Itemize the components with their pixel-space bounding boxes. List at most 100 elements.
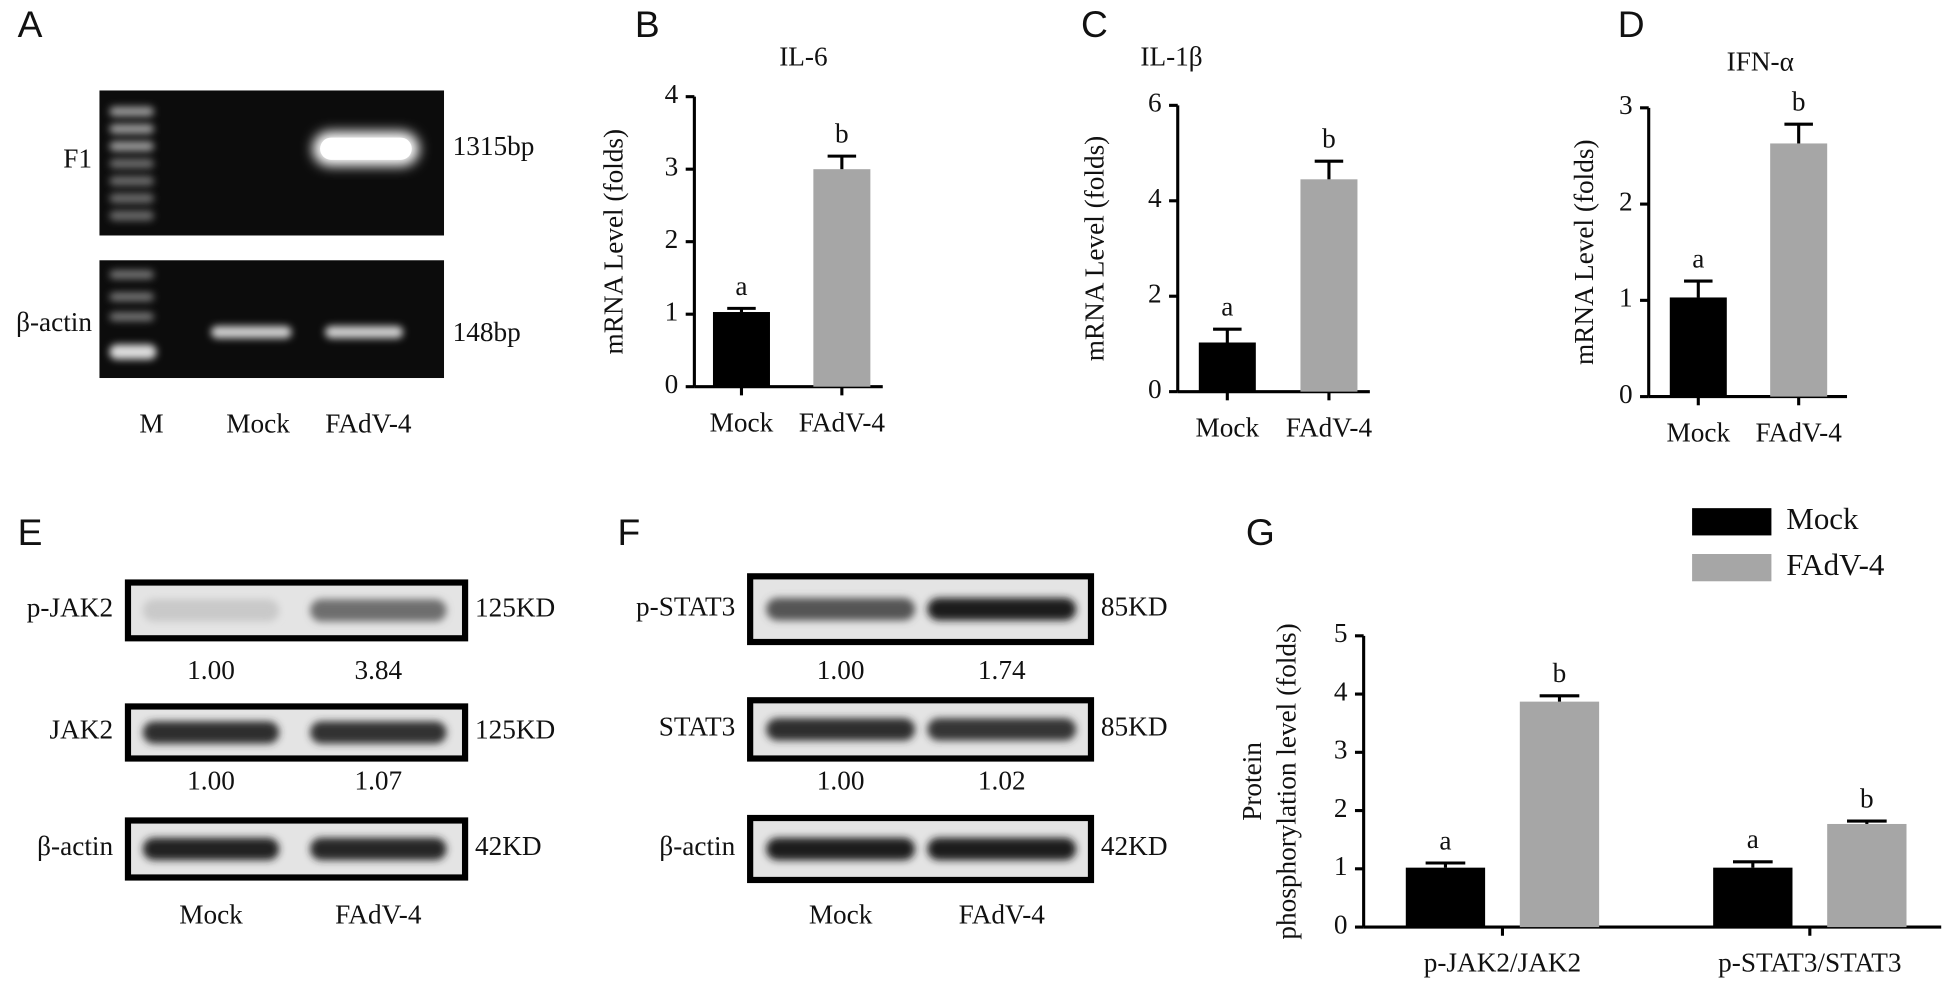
blot-band xyxy=(927,837,1077,861)
blot-row-label: β-actin xyxy=(37,831,113,861)
bar xyxy=(1198,342,1256,392)
gel-size-label: 1315bp xyxy=(453,131,535,161)
chart-title: IFN-α xyxy=(1727,47,1794,77)
blot-size-label: 125KD xyxy=(475,715,555,745)
gel-row-label: β-actin xyxy=(16,307,92,337)
lane-label: FAdV-4 xyxy=(959,899,1046,929)
y-tick-label: 4 xyxy=(1334,676,1348,706)
actin-band xyxy=(325,325,404,339)
y-tick-label: 5 xyxy=(1334,618,1348,648)
blot-band xyxy=(766,718,915,741)
blot-size-label: 85KD xyxy=(1101,712,1168,742)
blot-image xyxy=(747,814,1095,884)
pcr-band xyxy=(320,137,412,160)
blot-band xyxy=(142,721,280,744)
significance-letter: b xyxy=(1792,87,1806,117)
x-tick-label: FAdV-4 xyxy=(799,407,886,437)
bar xyxy=(712,312,770,387)
ladder-band xyxy=(109,344,157,360)
ladder-band xyxy=(109,270,154,279)
gel-image xyxy=(99,260,445,379)
panel-letter: C xyxy=(1081,3,1108,45)
quantification: 1.74 xyxy=(978,655,1026,685)
significance-letter: a xyxy=(1747,824,1759,854)
y-tick-label: 2 xyxy=(1334,793,1348,823)
significance-letter: a xyxy=(1221,292,1233,322)
bar xyxy=(1405,867,1486,928)
blot-band xyxy=(142,837,280,861)
chart-title: IL-1β xyxy=(1140,42,1202,72)
legend-swatch xyxy=(1692,508,1772,536)
ladder-band xyxy=(109,210,154,221)
bar xyxy=(1669,297,1727,397)
blot-row-label: JAK2 xyxy=(50,715,114,745)
y-axis-label: phosphorylation level (folds) xyxy=(1272,623,1302,939)
bar xyxy=(1713,867,1793,928)
y-axis-label: Protein xyxy=(1237,742,1267,821)
lane-label: Mock xyxy=(179,899,243,929)
quantification: 1.00 xyxy=(817,655,865,685)
ladder-band xyxy=(109,106,154,117)
panel-letter: A xyxy=(18,3,43,45)
blot-band xyxy=(310,837,447,861)
blot-size-label: 85KD xyxy=(1101,591,1168,621)
y-axis-label: mRNA Level (folds) xyxy=(1569,139,1599,365)
significance-letter: b xyxy=(1553,658,1567,688)
panel-letter: D xyxy=(1618,3,1645,45)
significance-letter: a xyxy=(1692,244,1704,274)
blot-band xyxy=(927,598,1077,621)
lane-label: FAdV-4 xyxy=(335,899,422,929)
y-tick-label: 0 xyxy=(1334,909,1348,939)
panel-letter: B xyxy=(635,3,660,45)
lane-label: Mock xyxy=(809,899,873,929)
blot-band xyxy=(927,718,1077,741)
ladder-band xyxy=(109,292,154,302)
ladder-band xyxy=(109,193,154,204)
x-tick-label: Mock xyxy=(710,407,774,437)
gel-row-label: F1 xyxy=(63,143,92,173)
significance-letter: b xyxy=(1322,124,1336,154)
legend-swatch xyxy=(1692,554,1772,582)
y-tick-label: 4 xyxy=(665,79,679,109)
y-tick-label: 2 xyxy=(1148,278,1162,308)
x-tick-label: FAdV-4 xyxy=(1286,412,1373,442)
y-tick-label: 1 xyxy=(665,296,679,326)
blot-row-label: STAT3 xyxy=(659,712,736,742)
bar xyxy=(1770,143,1828,397)
ladder-band xyxy=(109,158,154,169)
ladder-band xyxy=(109,175,154,186)
significance-letter: b xyxy=(835,119,849,149)
legend-label: Mock xyxy=(1786,501,1859,536)
x-tick-label: FAdV-4 xyxy=(1756,417,1843,447)
bar xyxy=(1519,701,1600,928)
chart-title: IL-6 xyxy=(779,42,827,72)
bar xyxy=(1827,823,1907,928)
blot-size-label: 42KD xyxy=(1101,831,1168,861)
y-tick-label: 3 xyxy=(1619,90,1633,120)
x-tick-label: p-JAK2/JAK2 xyxy=(1424,948,1581,978)
quantification: 1.00 xyxy=(187,766,235,796)
blot-row-label: p-STAT3 xyxy=(636,591,735,621)
bar xyxy=(1300,179,1358,392)
blot-band xyxy=(766,598,915,621)
significance-letter: b xyxy=(1860,783,1874,813)
lane-label: Mock xyxy=(226,409,290,439)
blot-band xyxy=(310,721,447,744)
x-tick-label: Mock xyxy=(1196,412,1260,442)
y-tick-label: 4 xyxy=(1148,183,1162,213)
y-axis-label: mRNA Level (folds) xyxy=(1079,136,1109,362)
blot-row-label: β-actin xyxy=(659,831,735,861)
ladder-band xyxy=(109,312,154,322)
y-tick-label: 2 xyxy=(1619,186,1633,216)
blot-band xyxy=(142,599,280,622)
panel-letter: G xyxy=(1246,511,1275,553)
y-axis-label: mRNA Level (folds) xyxy=(599,129,629,355)
panel-letter: E xyxy=(18,511,43,553)
x-tick-label: p-STAT3/STAT3 xyxy=(1718,948,1901,978)
quantification: 1.02 xyxy=(978,766,1026,796)
significance-letter: a xyxy=(1439,825,1451,855)
quantification: 3.84 xyxy=(354,655,402,685)
y-tick-label: 3 xyxy=(665,151,679,181)
